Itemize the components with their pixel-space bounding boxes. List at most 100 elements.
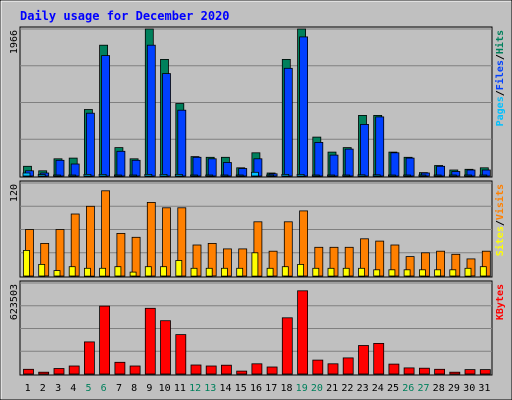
bar-pages: [433, 174, 442, 177]
day-label-7: 7: [116, 383, 122, 394]
bar-sites: [479, 266, 487, 277]
day-label-27: 27: [417, 383, 429, 394]
day-label-11: 11: [174, 383, 186, 394]
bar-sites: [53, 270, 61, 277]
bar-files: [192, 156, 202, 177]
bar-files: [299, 36, 309, 177]
bar-kbytes: [23, 368, 34, 375]
bar-sites: [403, 269, 411, 277]
bar-visits: [131, 236, 141, 277]
bar-pages: [159, 173, 168, 177]
bar-sites: [327, 267, 335, 277]
bar-pages: [250, 171, 259, 177]
day-label-29: 29: [448, 383, 460, 394]
day-label-3: 3: [55, 383, 61, 394]
bar-kbytes: [205, 365, 217, 375]
panel-hits-max-label: 1966: [9, 30, 20, 54]
bar-files: [55, 159, 65, 177]
legend-entry: /: [495, 90, 506, 96]
bar-files: [390, 152, 400, 177]
day-label-12: 12: [189, 383, 201, 394]
legend-entry: Files: [494, 60, 506, 90]
bar-pages: [37, 174, 46, 177]
bar-kbytes: [358, 345, 369, 375]
bar-sites: [281, 266, 289, 277]
bar-kbytes: [38, 371, 50, 375]
bar-kbytes: [99, 305, 110, 375]
bar-pages: [311, 174, 320, 177]
legend-entry: /: [495, 54, 506, 60]
bar-kbytes: [434, 368, 446, 375]
day-label-20: 20: [311, 383, 323, 394]
bar-sites: [388, 269, 396, 277]
bar-kbytes: [251, 363, 263, 375]
bar-visits: [86, 205, 95, 277]
day-label-28: 28: [433, 383, 445, 394]
bar-sites: [251, 252, 259, 277]
day-label-23: 23: [357, 383, 369, 394]
legend-entry: KBytes: [495, 284, 506, 320]
bar-pages: [53, 174, 61, 177]
bar-pages: [296, 173, 305, 177]
bar-pages: [357, 174, 366, 177]
bar-sites: [297, 263, 305, 277]
day-label-5: 5: [85, 383, 91, 394]
bar-kbytes: [53, 368, 65, 375]
bar-files: [405, 157, 415, 177]
bar-sites: [190, 267, 198, 277]
bar-pages: [22, 172, 31, 177]
panel-kbytes-legend: KBytes: [495, 284, 506, 320]
bar-pages: [372, 174, 381, 177]
panel-kbytes-max-label: 623503: [9, 284, 20, 320]
bar-pages: [98, 173, 107, 177]
bar-sites: [434, 269, 442, 277]
bar-pages: [174, 173, 183, 177]
day-label-26: 26: [402, 383, 414, 394]
bar-sites: [99, 267, 106, 277]
bar-pages: [83, 173, 92, 177]
bar-kbytes: [129, 365, 141, 375]
bar-sites: [205, 267, 213, 277]
day-label-13: 13: [204, 383, 216, 394]
bar-kbytes: [175, 334, 187, 375]
bar-files: [360, 124, 369, 177]
bar-files: [177, 109, 187, 177]
bar-pages: [68, 174, 77, 177]
legend-entry: Hits: [494, 30, 506, 54]
bar-files: [131, 159, 141, 177]
bar-pages: [190, 174, 198, 177]
bar-files: [116, 150, 126, 177]
bar-pages: [448, 174, 457, 177]
bar-pages: [129, 174, 138, 177]
day-label-9: 9: [146, 383, 152, 394]
bar-files: [283, 67, 293, 177]
day-label-19: 19: [296, 383, 308, 394]
day-label-4: 4: [70, 383, 76, 394]
bar-kbytes: [479, 369, 491, 375]
bar-pages: [205, 174, 214, 177]
legend-entry: /: [495, 220, 506, 226]
bar-pages: [418, 174, 427, 177]
bar-sites: [342, 267, 350, 277]
bar-kbytes: [388, 363, 400, 375]
day-label-21: 21: [326, 383, 338, 394]
day-label-18: 18: [280, 383, 292, 394]
bar-pages: [479, 174, 488, 177]
bar-pages: [144, 173, 153, 177]
bar-files: [101, 55, 110, 177]
bar-sites: [38, 263, 46, 277]
bar-kbytes: [297, 290, 309, 375]
day-label-2: 2: [40, 383, 46, 394]
day-label-16: 16: [250, 383, 262, 394]
day-label-6: 6: [101, 383, 107, 394]
bar-files: [222, 162, 232, 177]
bar-pages: [403, 174, 412, 177]
bar-files: [375, 116, 385, 177]
day-label-25: 25: [387, 383, 399, 394]
day-label-15: 15: [235, 383, 247, 394]
day-label-10: 10: [159, 383, 171, 394]
day-label-22: 22: [341, 383, 353, 394]
day-label-14: 14: [219, 383, 231, 394]
bar-sites: [175, 260, 183, 277]
